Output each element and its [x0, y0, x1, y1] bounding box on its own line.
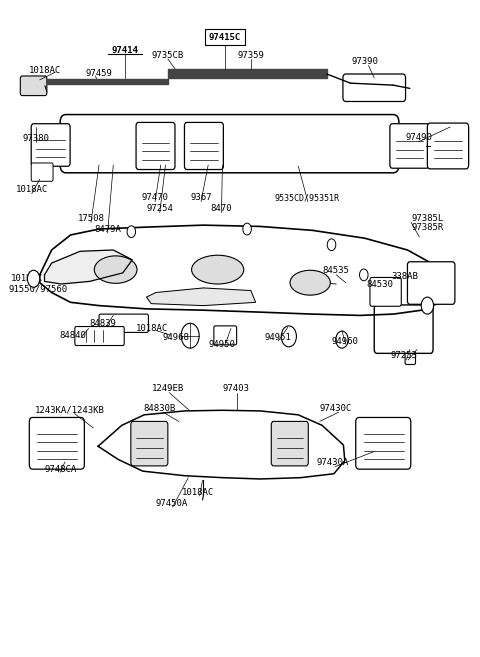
Ellipse shape	[192, 255, 244, 284]
Text: 1249EB: 1249EB	[152, 384, 184, 393]
Text: 97415C: 97415C	[209, 33, 241, 42]
Text: 97385L: 97385L	[411, 214, 444, 223]
FancyBboxPatch shape	[31, 124, 70, 166]
Text: 94951: 94951	[265, 332, 292, 342]
FancyBboxPatch shape	[31, 163, 53, 181]
Circle shape	[127, 226, 135, 238]
Ellipse shape	[94, 256, 137, 283]
FancyBboxPatch shape	[29, 417, 84, 469]
Circle shape	[327, 239, 336, 251]
Text: 1018AC: 1018AC	[181, 487, 214, 497]
Text: 97414: 97414	[112, 46, 139, 55]
FancyBboxPatch shape	[214, 326, 237, 345]
Polygon shape	[47, 79, 168, 84]
FancyBboxPatch shape	[405, 340, 416, 365]
Text: 97390: 97390	[351, 57, 378, 66]
Text: 94950: 94950	[208, 340, 235, 349]
FancyBboxPatch shape	[99, 314, 148, 332]
FancyBboxPatch shape	[60, 114, 399, 173]
Circle shape	[281, 326, 297, 347]
FancyBboxPatch shape	[356, 417, 411, 469]
FancyBboxPatch shape	[370, 277, 401, 306]
Text: 9535CD/95351R: 9535CD/95351R	[275, 193, 339, 202]
FancyBboxPatch shape	[184, 122, 223, 170]
Polygon shape	[168, 70, 327, 78]
Text: 8479A: 8479A	[94, 225, 121, 233]
Text: 17508: 17508	[78, 214, 105, 223]
Circle shape	[421, 297, 433, 314]
FancyBboxPatch shape	[390, 124, 429, 168]
FancyBboxPatch shape	[427, 123, 468, 169]
Text: 84839: 84839	[89, 319, 116, 328]
Text: 97380: 97380	[23, 134, 50, 143]
Text: 94968: 94968	[162, 332, 189, 342]
FancyBboxPatch shape	[343, 74, 406, 101]
Text: 97430C: 97430C	[319, 404, 351, 413]
Text: 97450A: 97450A	[155, 499, 187, 509]
Text: 1243KA/1243KB: 1243KA/1243KB	[35, 406, 105, 415]
Text: 97490: 97490	[406, 133, 433, 142]
FancyBboxPatch shape	[136, 122, 175, 170]
Circle shape	[181, 323, 199, 348]
FancyBboxPatch shape	[374, 305, 433, 353]
Text: 9367: 9367	[190, 193, 212, 202]
Text: 8470: 8470	[211, 204, 232, 214]
Polygon shape	[98, 410, 345, 479]
Circle shape	[360, 269, 368, 281]
Circle shape	[27, 270, 40, 287]
Polygon shape	[40, 225, 445, 315]
Text: 97359: 97359	[238, 51, 264, 60]
Text: 84530: 84530	[367, 279, 394, 288]
Text: 338AB: 338AB	[392, 271, 419, 281]
Polygon shape	[146, 288, 256, 306]
Text: 97253: 97253	[390, 351, 417, 361]
Text: 97470: 97470	[142, 193, 168, 202]
Text: 84535: 84535	[322, 267, 349, 275]
Text: 1018AC: 1018AC	[136, 324, 168, 333]
Text: 97415C: 97415C	[209, 33, 241, 42]
Text: 97430A: 97430A	[316, 458, 348, 467]
FancyBboxPatch shape	[271, 421, 308, 466]
Text: 1018AC: 1018AC	[15, 185, 48, 194]
Text: 84840: 84840	[60, 330, 86, 340]
FancyBboxPatch shape	[408, 261, 455, 304]
Circle shape	[243, 223, 252, 235]
Polygon shape	[45, 250, 132, 284]
Text: 97459: 97459	[85, 69, 112, 78]
Text: 1018AC: 1018AC	[28, 66, 60, 75]
Text: 94960: 94960	[331, 337, 358, 346]
FancyBboxPatch shape	[75, 327, 124, 346]
Text: 9748CA: 9748CA	[44, 464, 76, 474]
Text: 91550/97560: 91550/97560	[9, 284, 68, 294]
FancyBboxPatch shape	[20, 76, 47, 96]
Text: 101HAC: 101HAC	[11, 274, 43, 283]
Circle shape	[336, 331, 348, 348]
Text: 97385R: 97385R	[411, 223, 444, 232]
Text: 84830B: 84830B	[144, 404, 176, 413]
FancyBboxPatch shape	[131, 421, 168, 466]
Text: 97403: 97403	[222, 384, 249, 393]
Text: 97254: 97254	[146, 204, 173, 214]
Text: 9735CB: 9735CB	[152, 51, 184, 60]
Ellipse shape	[290, 270, 330, 295]
